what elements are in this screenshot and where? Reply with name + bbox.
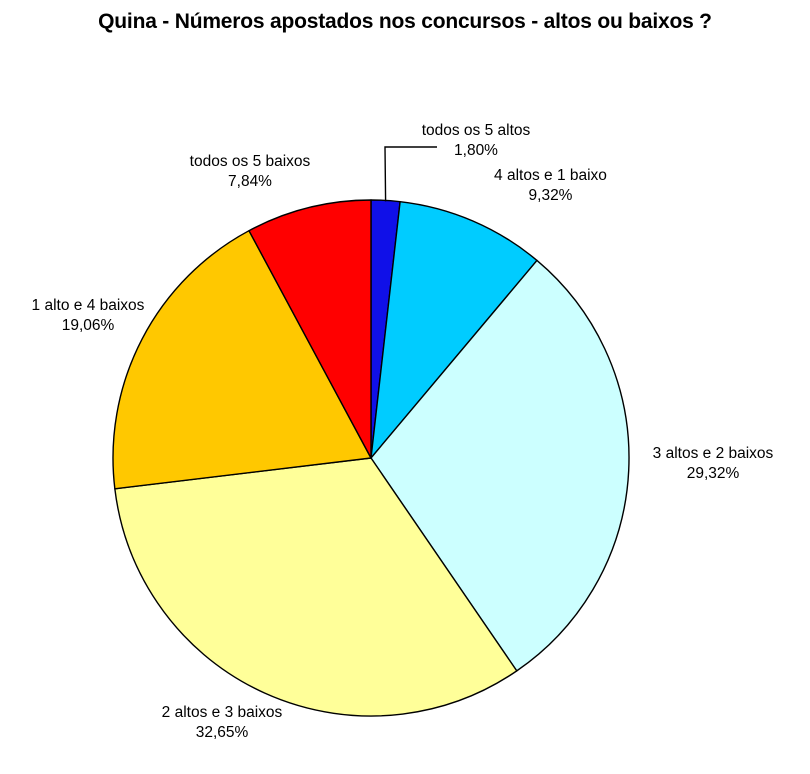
slice-label-value: 9,32% [528,187,573,204]
slice-label-todos-os-5-baixos: todos os 5 baixos 7,84% [160,152,340,192]
slice-label-value: 29,32% [686,465,740,482]
slice-label-name: 2 altos e 3 baixos [161,704,283,721]
slice-label-4-altos-e-1-baixo: 4 altos e 1 baixo 9,32% [463,166,638,206]
slice-label-name: 3 altos e 2 baixos [652,445,774,462]
pie-slice [112,229,372,490]
slice-label-1-alto-e-4-baixos: 1 alto e 4 baixos 19,06% [8,296,168,336]
slice-label-value: 19,06% [61,317,115,334]
pie-slice [114,457,518,717]
pie-slice [370,259,630,672]
slice-label-name: todos os 5 altos [421,122,531,139]
slice-label-2-altos-e-3-baixos: 2 altos e 3 baixos 32,65% [122,703,322,743]
pie-slice [248,199,372,459]
slice-label-name: 1 alto e 4 baixos [31,297,145,314]
slice-label-value: 32,65% [195,724,249,741]
slice-label-name: todos os 5 baixos [189,153,311,170]
slice-label-value: 7,84% [228,173,272,190]
leader-line [384,146,437,202]
pie-slice [370,200,538,459]
pie-slice-group [112,199,630,717]
slice-label-todos-os-5-altos: todos os 5 altos 1,80% [396,121,556,161]
leader-line-group [384,146,437,202]
chart-title: Quina - Números apostados nos concursos … [98,10,712,33]
slice-label-3-altos-e-2-baixos: 3 altos e 2 baixos 29,32% [638,444,788,484]
slice-label-value: 1,80% [454,142,498,159]
slice-label-name: 4 altos e 1 baixo [494,167,607,184]
